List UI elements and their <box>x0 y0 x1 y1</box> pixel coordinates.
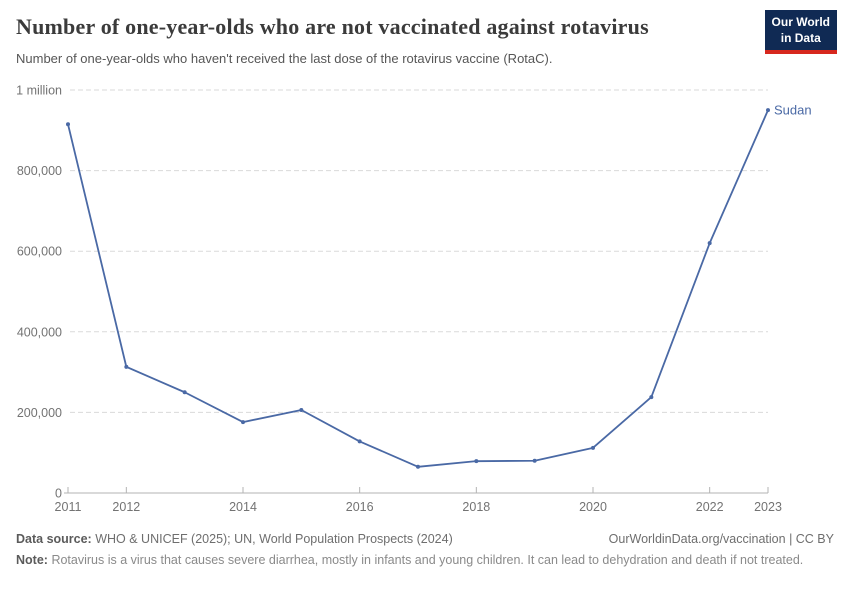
x-tick-label: 2012 <box>112 500 140 514</box>
data-point[interactable] <box>241 420 245 425</box>
entity-label[interactable]: Sudan <box>774 103 812 118</box>
data-point[interactable] <box>532 458 537 463</box>
owid-logo-line1: Our World <box>771 15 830 29</box>
y-tick-label: 600,000 <box>17 245 62 259</box>
y-tick-label: 800,000 <box>17 164 62 178</box>
x-tick-label: 2023 <box>754 500 782 514</box>
data-source-line: Data source: WHO & UNICEF (2025); UN, Wo… <box>16 531 453 548</box>
data-point[interactable] <box>416 464 420 469</box>
chart-title: Number of one-year-olds who are not vacc… <box>16 14 649 39</box>
data-point[interactable] <box>766 108 770 113</box>
data-source-label: Data source: <box>16 532 92 546</box>
y-tick-label: 1 million <box>16 84 62 98</box>
data-point[interactable] <box>649 395 654 400</box>
x-tick-label: 2011 <box>55 500 82 514</box>
data-source-text: WHO & UNICEF (2025); UN, World Populatio… <box>95 532 453 546</box>
y-tick-label: 200,000 <box>17 406 62 420</box>
chart-subtitle: Number of one-year-olds who haven't rece… <box>16 51 553 66</box>
note-text: Rotavirus is a virus that causes severe … <box>51 552 804 567</box>
note-label: Note: <box>16 552 48 567</box>
x-tick-label: 2018 <box>462 500 490 514</box>
chart-footer: Data source: WHO & UNICEF (2025); UN, Wo… <box>16 531 834 568</box>
note-line: Note: Rotavirus is a virus that causes s… <box>16 552 834 569</box>
data-point[interactable] <box>591 445 595 450</box>
y-tick-label: 400,000 <box>17 325 62 339</box>
y-tick-label: 0 <box>55 487 62 501</box>
data-point[interactable] <box>299 407 304 412</box>
owid-logo[interactable]: Our World in Data <box>764 10 837 55</box>
data-point[interactable] <box>66 122 70 127</box>
data-point[interactable] <box>124 364 129 369</box>
series-line-sudan[interactable] <box>67 109 769 468</box>
license-link[interactable]: OurWorldinData.org/vaccination | CC BY <box>608 532 834 546</box>
data-point[interactable] <box>357 439 362 444</box>
x-tick-label: 2022 <box>696 500 724 514</box>
x-tick-label: 2016 <box>346 500 374 514</box>
data-point[interactable] <box>182 390 187 395</box>
data-point[interactable] <box>474 459 479 464</box>
x-tick-label: 2014 <box>229 500 257 514</box>
owid-logo-line2: in Data <box>780 30 821 45</box>
data-point[interactable] <box>707 241 712 246</box>
x-tick-label: 2020 <box>579 500 607 514</box>
